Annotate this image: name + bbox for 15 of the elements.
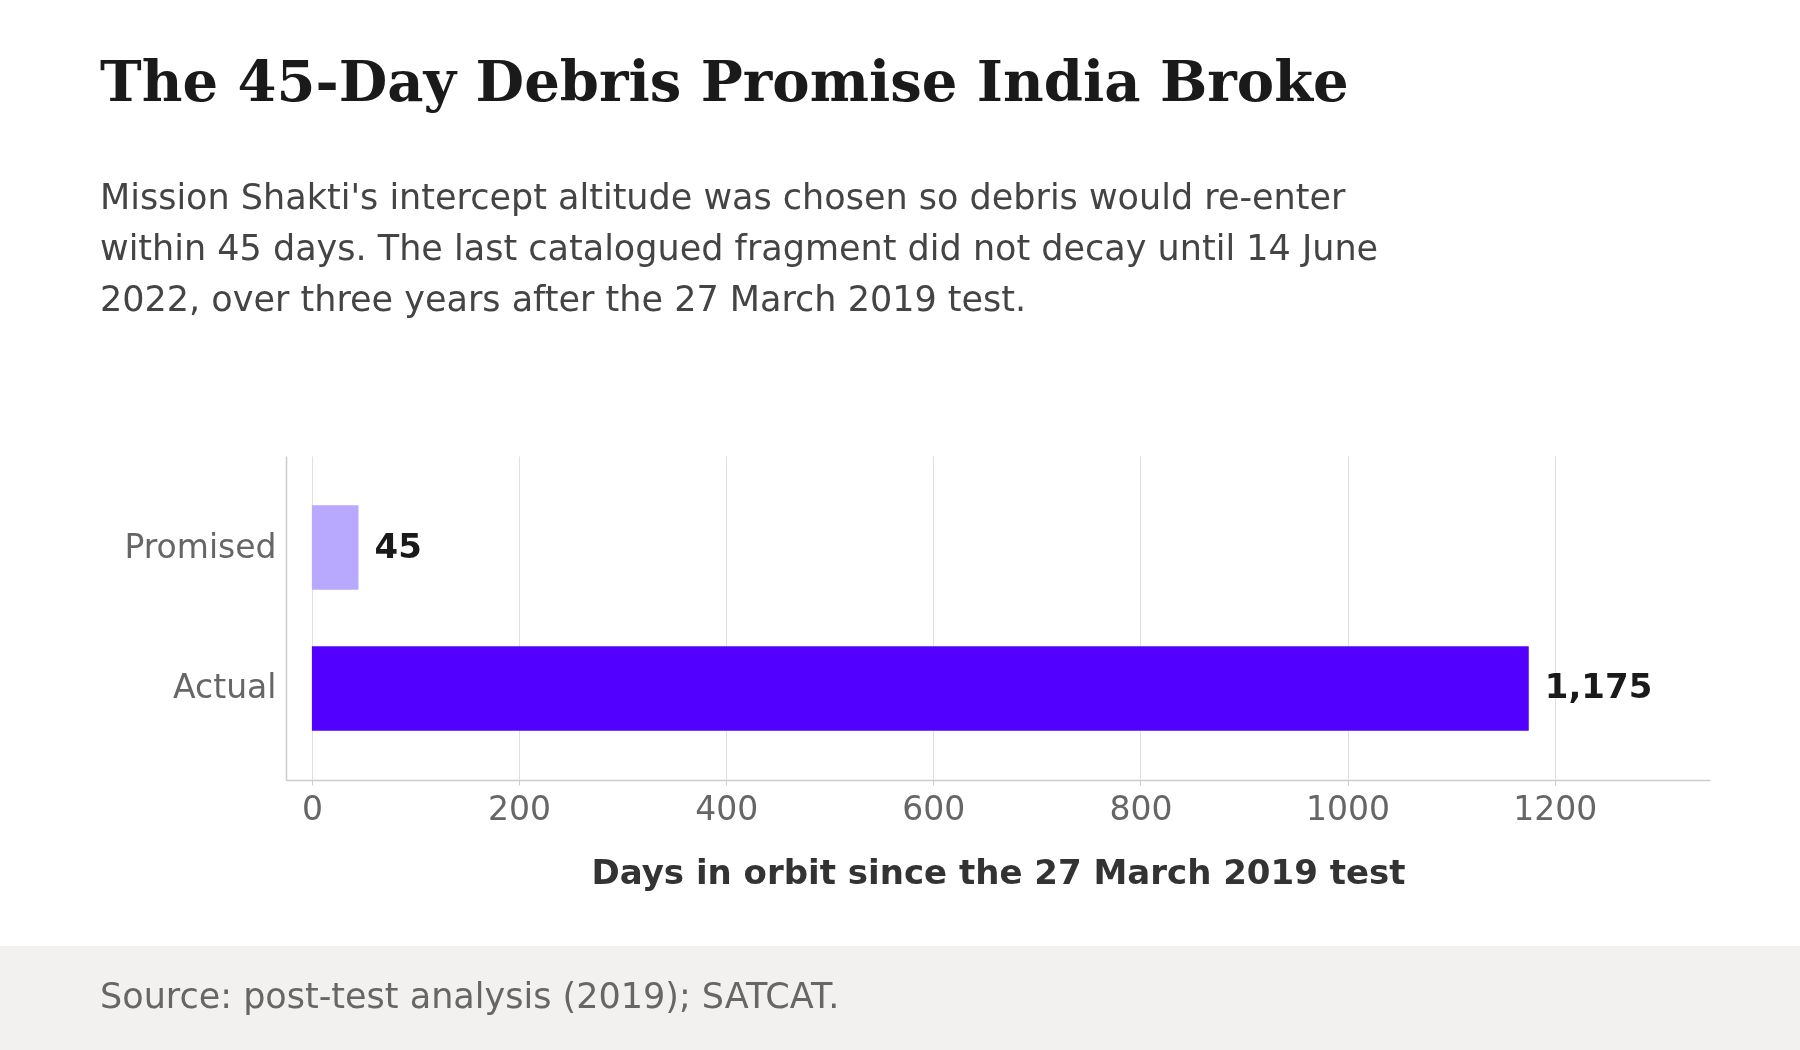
data-label: 1,175 bbox=[1544, 666, 1653, 707]
source-note: Source: post-test analysis (2019); SATCAT. bbox=[100, 976, 840, 1016]
x-tick-label: 1000 bbox=[1306, 788, 1391, 828]
x-tick-label: 600 bbox=[902, 788, 966, 828]
chart-title: The 45-Day Debris Promise India Broke bbox=[100, 48, 1349, 114]
x-tick-label: 200 bbox=[488, 788, 552, 828]
x-tick-label: 1200 bbox=[1513, 788, 1598, 828]
x-tick-label: 800 bbox=[1109, 788, 1173, 828]
y-tick-label: Promised bbox=[124, 526, 277, 566]
x-tick-label: 400 bbox=[695, 788, 759, 828]
x-tick-label: 0 bbox=[301, 788, 323, 828]
x-axis-title: Days in orbit since the 27 March 2019 test bbox=[591, 851, 1406, 892]
chart-subtitle: Mission Shakti's intercept altitude was chosen so debris would re-enter within 45 days. The last catalogued fragment did not decay until 14 June 2022, over three years after the 27 March 2019 test. bbox=[100, 176, 1380, 321]
y-tick-label: Actual bbox=[173, 667, 277, 707]
data-label: 45 bbox=[374, 525, 422, 566]
